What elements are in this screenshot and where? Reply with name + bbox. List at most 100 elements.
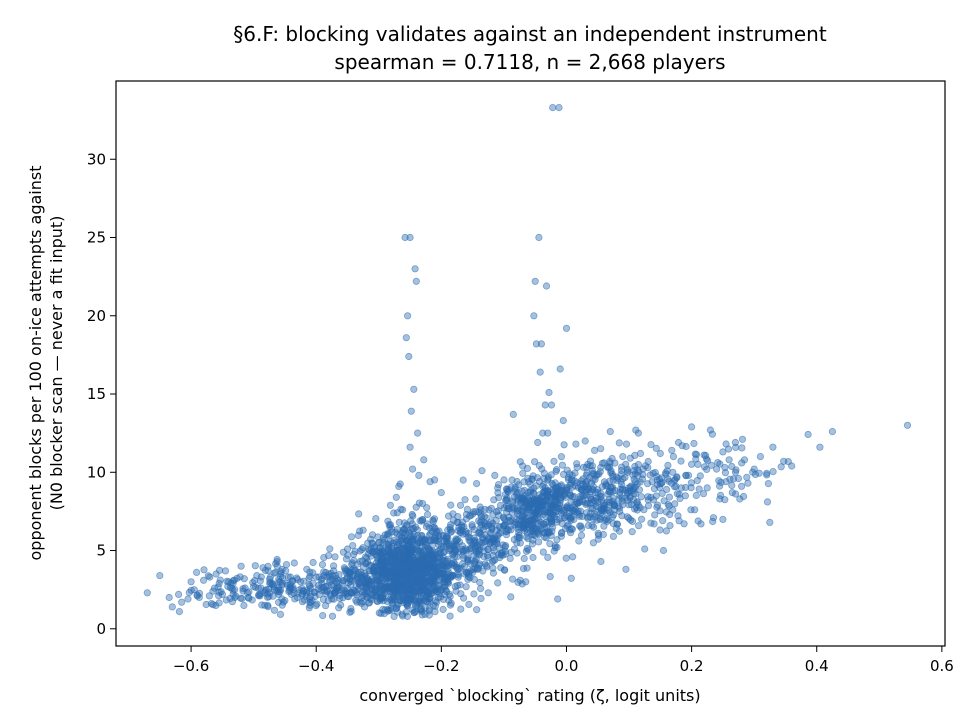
data-point	[603, 498, 611, 506]
data-point	[458, 560, 467, 568]
data-point	[342, 555, 350, 563]
data-point	[484, 589, 492, 597]
data-point	[575, 498, 584, 507]
data-point	[512, 515, 521, 523]
data-point	[666, 510, 674, 519]
data-point	[559, 416, 567, 425]
data-point	[417, 532, 425, 540]
y-tick-label: 10	[87, 463, 106, 481]
data-point	[427, 577, 436, 585]
data-point	[393, 509, 401, 517]
data-point	[576, 480, 585, 488]
data-point	[398, 610, 406, 618]
data-point	[477, 513, 486, 521]
data-point	[457, 605, 465, 613]
data-point	[673, 474, 681, 482]
data-point	[406, 443, 414, 451]
data-point	[472, 507, 480, 516]
data-point	[441, 583, 449, 592]
data-point	[669, 468, 677, 476]
data-point	[406, 233, 414, 242]
data-point	[306, 601, 314, 609]
data-point	[461, 496, 469, 504]
data-point	[350, 571, 358, 580]
data-point	[587, 479, 596, 487]
data-point	[594, 531, 603, 539]
data-point	[577, 531, 586, 540]
data-point	[497, 564, 505, 572]
data-point	[725, 456, 733, 464]
data-point	[738, 435, 747, 443]
data-point	[478, 467, 486, 475]
data-point	[719, 515, 727, 524]
data-point	[431, 602, 439, 610]
data-point	[408, 510, 416, 519]
data-point	[425, 546, 433, 554]
data-point	[282, 560, 291, 569]
data-point	[518, 495, 526, 503]
data-point	[435, 570, 443, 578]
data-point	[491, 471, 499, 479]
data-point	[673, 490, 681, 498]
data-point	[722, 478, 730, 486]
x-tick-label: −0.2	[423, 657, 459, 675]
data-point	[423, 510, 432, 519]
data-point	[665, 493, 674, 501]
data-point	[662, 470, 670, 478]
data-point	[506, 554, 514, 563]
data-point	[560, 441, 568, 449]
data-point	[703, 484, 711, 492]
data-point	[447, 501, 455, 509]
data-point	[205, 592, 213, 600]
data-point	[641, 545, 649, 553]
data-point	[692, 491, 700, 500]
data-point	[766, 518, 774, 527]
data-point	[643, 480, 652, 488]
data-point	[209, 601, 217, 609]
data-point	[347, 607, 355, 616]
data-point	[622, 440, 631, 448]
data-point	[544, 528, 553, 536]
data-point	[444, 512, 453, 520]
data-point	[696, 472, 704, 480]
data-point	[324, 551, 333, 560]
data-point	[537, 340, 546, 348]
data-point	[190, 586, 198, 594]
data-point	[601, 516, 609, 524]
data-point	[410, 609, 418, 617]
data-point	[368, 539, 377, 547]
data-point	[479, 543, 487, 551]
data-point	[262, 586, 270, 594]
data-point	[411, 580, 419, 588]
data-point	[452, 587, 460, 595]
data-point	[402, 608, 410, 616]
data-point	[365, 567, 373, 575]
data-point	[547, 518, 556, 526]
data-point	[743, 473, 751, 481]
data-point	[240, 575, 248, 583]
data-point	[468, 541, 476, 549]
data-point	[542, 282, 551, 290]
data-point	[578, 492, 586, 500]
data-point	[514, 578, 522, 586]
data-point	[397, 575, 405, 583]
data-point	[731, 438, 740, 447]
data-point	[206, 573, 214, 581]
data-point	[562, 554, 570, 562]
data-point	[218, 590, 226, 599]
data-point	[664, 500, 672, 509]
data-point	[175, 607, 183, 616]
data-point	[566, 481, 574, 490]
data-point	[529, 536, 537, 544]
data-point	[697, 520, 705, 528]
data-point	[736, 495, 744, 503]
data-point	[309, 558, 317, 567]
data-point	[248, 596, 256, 604]
data-point	[500, 566, 509, 574]
data-point	[656, 449, 664, 458]
data-point	[346, 569, 354, 577]
data-point	[490, 540, 499, 548]
data-point	[712, 465, 721, 473]
data-point	[312, 573, 320, 581]
